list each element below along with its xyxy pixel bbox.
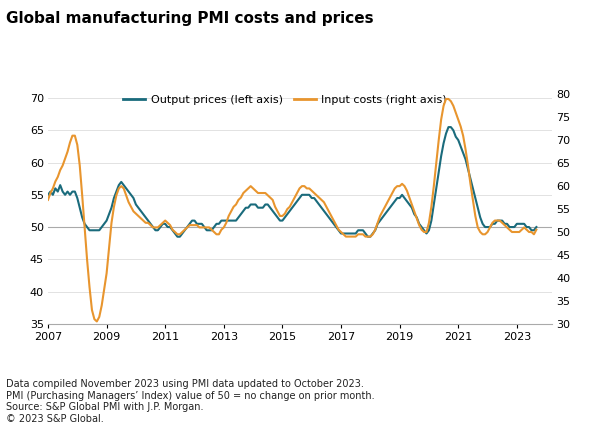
Text: Global manufacturing PMI costs and prices: Global manufacturing PMI costs and price… [6, 11, 374, 26]
Legend: Output prices (left axis), Input costs (right axis): Output prices (left axis), Input costs (… [118, 91, 451, 109]
Text: Data compiled November 2023 using PMI data updated to October 2023.
PMI (Purchas: Data compiled November 2023 using PMI da… [6, 379, 374, 424]
